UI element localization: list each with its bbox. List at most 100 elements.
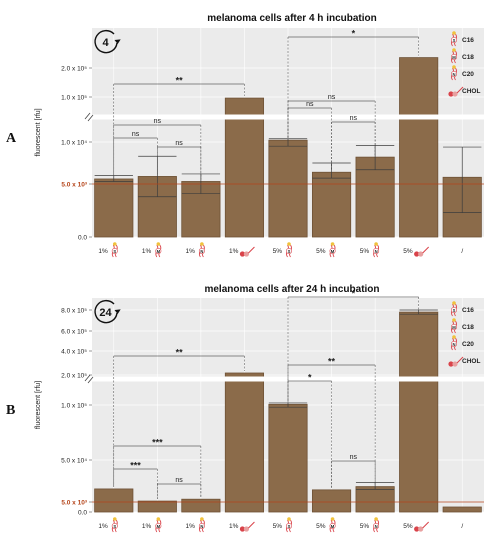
y-tick-label: 2.0 x 10⁵	[61, 65, 87, 72]
bar	[355, 486, 395, 513]
category-label: /	[461, 248, 463, 255]
lipid-label-icon	[285, 522, 292, 529]
lipid-label-icon	[373, 248, 380, 255]
lipid-letter: M	[331, 524, 335, 529]
lipid-label-icon	[155, 248, 162, 255]
category-label: 1%	[98, 248, 108, 255]
lipid-head-icon	[374, 517, 378, 521]
cholesterol-ring-icon	[243, 251, 250, 257]
significance-label: ns	[306, 101, 314, 108]
significance-label: ns	[350, 454, 358, 461]
cholesterol-tail-icon	[248, 246, 255, 254]
incubation-hours-badge: 24	[99, 307, 112, 319]
cholesterol-head-icon	[448, 91, 454, 97]
lipid-label-icon	[285, 248, 292, 255]
legend-label: CHOL	[462, 358, 480, 365]
bar	[311, 489, 352, 513]
chart-a-title: melanoma cells after 4 h incubation	[207, 13, 377, 24]
bar	[311, 171, 352, 238]
lipid-label-icon	[450, 36, 457, 43]
lipid-letter: N	[452, 72, 455, 77]
category-label: 5%	[360, 248, 370, 255]
category-label: 5%	[316, 248, 326, 255]
lipid-letter: M	[157, 524, 161, 529]
bar	[442, 506, 482, 513]
bar	[399, 57, 439, 238]
bar	[94, 488, 134, 513]
lipid-head-icon	[452, 31, 456, 35]
y-tick-label: 4.0 x 10⁵	[61, 348, 87, 355]
bar	[137, 500, 177, 513]
cholesterol-head-icon	[239, 251, 246, 257]
lipid-head-icon	[452, 301, 456, 305]
chart-b-title: melanoma cells after 24 h incubation	[204, 284, 379, 295]
category-label: 5%	[316, 523, 326, 530]
bar	[268, 139, 308, 238]
lipid-head-icon	[287, 242, 291, 246]
panel-a-letter: A	[6, 131, 17, 146]
cholesterol-head-icon	[414, 251, 420, 257]
lipid-label-icon	[329, 248, 336, 255]
lipid-head-icon	[287, 517, 291, 521]
legend-label: C18	[462, 324, 474, 331]
y-axis-label: fluorescent [rfu]	[35, 108, 42, 156]
cholesterol-ring-icon	[418, 251, 424, 257]
lipid-head-icon	[330, 517, 335, 521]
cholesterol-ring-icon	[243, 526, 250, 532]
lipid-label-icon	[450, 306, 457, 313]
lipid-letter: N	[200, 249, 203, 254]
lipid-letter: S	[113, 524, 116, 529]
lipid-letter: S	[288, 249, 291, 254]
cholesterol-tail-icon	[422, 521, 430, 529]
circular-arrow-icon	[94, 29, 118, 54]
significance-label: ns	[154, 118, 162, 125]
category-label: 1%	[185, 248, 195, 255]
y-tick-label: 5.0 x 10³	[61, 499, 87, 506]
lipid-head-icon	[374, 242, 378, 246]
lipid-letter: M	[331, 249, 335, 254]
y-tick-label: 1.0 x 10⁵	[61, 402, 87, 409]
category-label: 5%	[403, 248, 413, 255]
legend-label: C20	[462, 71, 474, 78]
lipid-letter: N	[200, 524, 203, 529]
lipid-letter: N	[375, 249, 378, 254]
legend-label: C20	[462, 341, 474, 348]
bar	[399, 311, 439, 513]
lipid-head-icon	[452, 48, 456, 52]
category-label: 1%	[229, 248, 239, 255]
bar	[268, 403, 308, 513]
lipid-label-icon	[329, 522, 336, 529]
cholesterol-head-icon	[448, 361, 454, 367]
lipid-label-icon	[373, 522, 380, 529]
circular-arrow-icon	[94, 299, 118, 324]
lipid-letter: M	[452, 325, 456, 330]
category-label: 5%	[403, 523, 413, 530]
category-label: 1%	[229, 523, 239, 530]
significance-label: ***	[152, 438, 163, 448]
lipid-label-icon	[198, 248, 205, 255]
lipid-head-icon	[156, 242, 161, 246]
y-axis-label: fluorescent [rfu]	[35, 381, 42, 429]
significance-label: ns	[328, 94, 336, 101]
lipid-head-icon	[156, 517, 161, 521]
significance-label: ns	[175, 140, 183, 147]
lipid-head-icon	[200, 517, 204, 521]
legend-label: C16	[462, 37, 474, 44]
y-tick-label: 8.0 x 10⁵	[61, 307, 87, 314]
lipid-label-icon	[450, 71, 457, 78]
bar	[355, 156, 395, 238]
y-tick-label: 6.0 x 10⁵	[61, 328, 87, 335]
lipid-head-icon	[200, 242, 204, 246]
significance-label: **	[176, 76, 184, 86]
significance-label: *	[352, 29, 356, 39]
y-tick-label: 0.0	[78, 509, 87, 516]
lipid-head-icon	[452, 65, 456, 69]
cholesterol-ring-icon	[452, 361, 458, 367]
arrowhead-icon	[114, 39, 121, 44]
lipid-letter: M	[452, 55, 456, 60]
significance-label: ns	[132, 131, 140, 138]
category-label: 5%	[273, 248, 283, 255]
y-tick-label: 5.0 x 10³	[61, 181, 87, 188]
legend-label: C18	[462, 54, 474, 61]
cholesterol-head-icon	[414, 526, 420, 532]
